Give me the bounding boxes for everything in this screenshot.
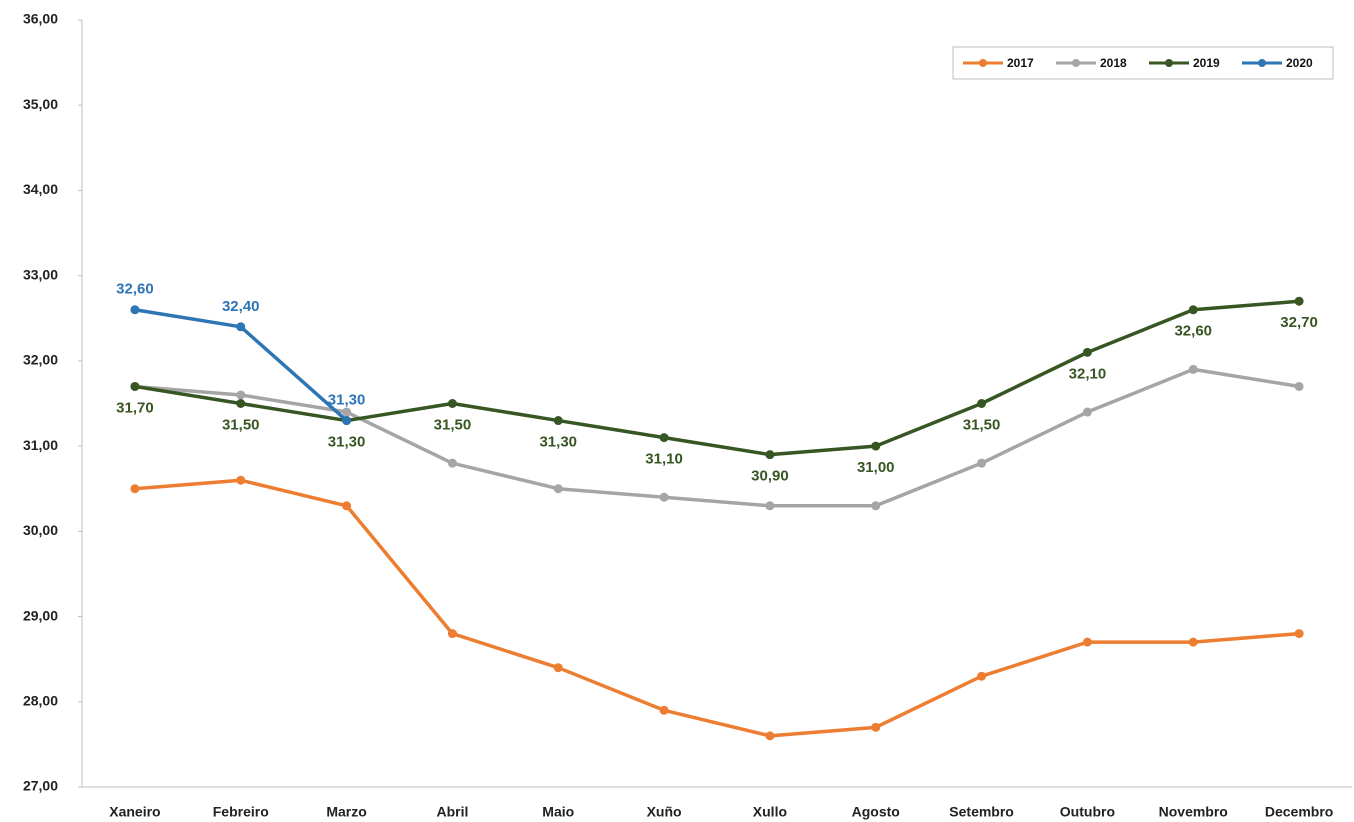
data-label: 32,10 (1069, 365, 1107, 382)
data-label: 30,90 (751, 468, 789, 485)
data-label: 31,70 (116, 399, 154, 416)
data-point (236, 475, 246, 485)
data-point (871, 441, 881, 451)
y-tick-label: 28,00 (23, 692, 58, 708)
x-tick-label: Decembro (1265, 804, 1333, 820)
x-tick-label: Agosto (852, 804, 900, 820)
data-label: 31,00 (857, 459, 895, 476)
data-label: 31,30 (539, 434, 577, 451)
data-label: 31,50 (963, 416, 1001, 433)
legend-marker (1165, 59, 1173, 67)
x-tick-label: Xaneiro (109, 804, 160, 820)
data-label: 32,60 (116, 281, 154, 298)
data-point (1294, 296, 1304, 306)
legend-marker (1258, 59, 1266, 67)
legend-label: 2019 (1193, 56, 1220, 70)
legend-label: 2018 (1100, 56, 1127, 70)
data-label: 31,30 (328, 392, 366, 409)
legend-label: 2017 (1007, 56, 1034, 70)
x-tick-label: Novembro (1159, 804, 1228, 820)
data-point (130, 305, 140, 315)
data-label: 32,70 (1280, 314, 1318, 331)
x-tick-label: Xuño (647, 804, 682, 820)
data-point (342, 501, 352, 511)
x-tick-label: Xullo (753, 804, 787, 820)
data-point (1294, 629, 1304, 639)
data-label: 32,60 (1174, 323, 1212, 340)
data-point (447, 629, 457, 639)
data-point (1188, 364, 1198, 374)
data-label: 31,10 (645, 451, 683, 468)
data-label: 31,50 (222, 416, 260, 433)
y-tick-label: 29,00 (23, 607, 58, 623)
data-point (130, 381, 140, 391)
data-label: 31,50 (434, 416, 472, 433)
x-tick-label: Setembro (949, 804, 1014, 820)
data-point (130, 484, 140, 494)
data-point (871, 722, 881, 732)
x-tick-label: Febreiro (213, 804, 269, 820)
y-tick-label: 30,00 (23, 522, 58, 538)
legend: 2017 2018 2019 2020 (952, 46, 1334, 80)
y-tick-label: 36,00 (23, 11, 58, 27)
y-tick-label: 27,00 (23, 778, 58, 794)
data-point (659, 705, 669, 715)
data-point (553, 416, 563, 426)
x-tick-label: Outubro (1060, 804, 1115, 820)
series-line (134, 299, 1300, 457)
x-tick-label: Abril (436, 804, 468, 820)
data-point (342, 416, 352, 426)
legend-label: 2020 (1286, 56, 1313, 70)
data-point (1188, 305, 1198, 315)
data-point (765, 450, 775, 460)
data-point (1082, 637, 1092, 647)
y-tick-label: 35,00 (23, 96, 58, 112)
legend-marker (979, 59, 987, 67)
data-point (765, 731, 775, 741)
data-point (659, 433, 669, 443)
data-point (447, 399, 457, 408)
y-tick-label: 31,00 (23, 437, 58, 453)
data-point (659, 492, 669, 502)
data-point (236, 399, 246, 408)
data-point (977, 399, 987, 408)
data-point (977, 671, 987, 681)
data-point (977, 458, 987, 468)
data-point (871, 501, 881, 511)
series-line (134, 367, 1300, 508)
data-label: 31,30 (328, 434, 366, 451)
data-point (553, 484, 563, 494)
data-point (553, 663, 563, 673)
y-tick-label: 32,00 (23, 352, 58, 368)
x-tick-label: Marzo (326, 804, 366, 820)
data-point (236, 322, 246, 332)
data-label: 32,40 (222, 298, 260, 315)
series-line (134, 478, 1300, 738)
data-point (447, 458, 457, 468)
legend-marker (1072, 59, 1080, 67)
data-point (1082, 407, 1092, 417)
data-point (236, 390, 246, 400)
y-tick-label: 34,00 (23, 181, 58, 197)
data-point (342, 407, 352, 417)
data-point (765, 501, 775, 511)
x-tick-label: Maio (542, 804, 574, 820)
data-point (1294, 381, 1304, 391)
y-tick-label: 33,00 (23, 266, 58, 282)
data-point (1082, 347, 1092, 357)
data-point (1188, 637, 1198, 647)
